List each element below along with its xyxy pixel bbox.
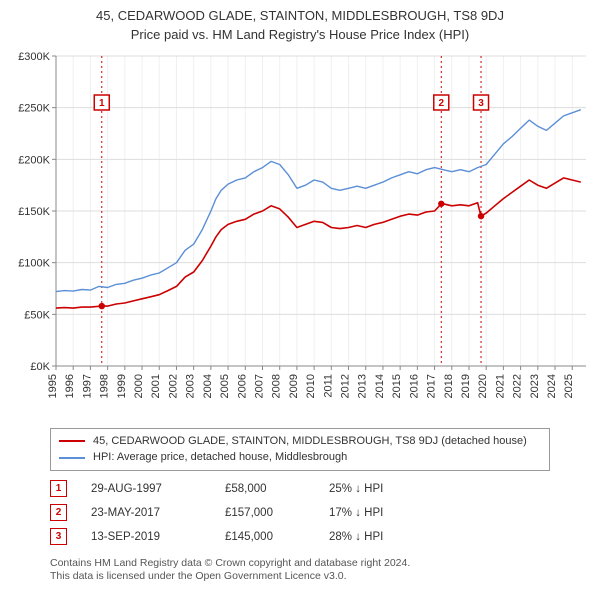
sales-table: 1 29-AUG-1997 £58,000 25% ↓ HPI 2 23-MAY… [50, 477, 590, 549]
legend-label-hpi: HPI: Average price, detached house, Midd… [93, 449, 347, 466]
svg-text:2: 2 [439, 98, 445, 109]
svg-text:2010: 2010 [305, 374, 317, 398]
svg-text:£100K: £100K [18, 257, 50, 269]
sale-marker-3: 3 [50, 528, 67, 545]
svg-text:2024: 2024 [546, 374, 558, 398]
svg-text:1999: 1999 [116, 374, 128, 398]
chart-svg: £0K £50K £100K £150K £200K £250K £300K 1995 1996… [10, 50, 590, 420]
svg-text:£0K: £0K [30, 361, 50, 373]
sale-marker-2: 2 [50, 504, 67, 521]
svg-text:2007: 2007 [253, 374, 265, 398]
svg-text:2023: 2023 [529, 374, 541, 398]
svg-text:1998: 1998 [99, 374, 111, 398]
svg-text:2011: 2011 [322, 374, 334, 398]
svg-text:£150K: £150K [18, 206, 50, 218]
svg-text:2003: 2003 [185, 374, 197, 398]
svg-text:2021: 2021 [494, 374, 506, 398]
sales-row: 2 23-MAY-2017 £157,000 17% ↓ HPI [50, 501, 590, 525]
svg-text:2014: 2014 [374, 374, 386, 398]
footnote: Contains HM Land Registry data © Crown c… [50, 557, 590, 584]
svg-text:2025: 2025 [563, 374, 575, 398]
svg-text:2012: 2012 [340, 374, 352, 398]
legend-box: 45, CEDARWOOD GLADE, STAINTON, MIDDLESBR… [50, 428, 550, 471]
sale-date: 23-MAY-2017 [91, 507, 201, 519]
footnote-line2: This data is licensed under the Open Gov… [50, 570, 590, 584]
svg-text:2017: 2017 [426, 374, 438, 398]
svg-text:2013: 2013 [357, 374, 369, 398]
svg-text:2005: 2005 [219, 374, 231, 398]
svg-text:1996: 1996 [64, 374, 76, 398]
sale-marker-1: 1 [50, 480, 67, 497]
sale-price: £145,000 [225, 531, 305, 543]
legend-row-property: 45, CEDARWOOD GLADE, STAINTON, MIDDLESBR… [59, 433, 541, 450]
svg-text:2022: 2022 [512, 374, 524, 398]
svg-text:2020: 2020 [477, 374, 489, 398]
svg-text:£250K: £250K [18, 102, 50, 114]
svg-text:2001: 2001 [150, 374, 162, 398]
chart-plot-area: £0K £50K £100K £150K £200K £250K £300K 1995 1996… [10, 50, 590, 420]
svg-text:£200K: £200K [18, 154, 50, 166]
legend-label-property: 45, CEDARWOOD GLADE, STAINTON, MIDDLESBR… [93, 433, 527, 450]
sale-price: £58,000 [225, 483, 305, 495]
svg-text:3: 3 [478, 98, 484, 109]
sales-row: 3 13-SEP-2019 £145,000 28% ↓ HPI [50, 525, 590, 549]
svg-text:2009: 2009 [288, 374, 300, 398]
svg-text:£50K: £50K [24, 309, 50, 321]
svg-text:1: 1 [99, 98, 105, 109]
svg-text:2008: 2008 [271, 374, 283, 398]
footnote-line1: Contains HM Land Registry data © Crown c… [50, 557, 590, 571]
svg-text:2002: 2002 [167, 374, 179, 398]
svg-text:1997: 1997 [81, 374, 93, 398]
legend-swatch-property [59, 440, 85, 442]
legend-swatch-hpi [59, 457, 85, 459]
svg-text:2016: 2016 [408, 374, 420, 398]
svg-text:2019: 2019 [460, 374, 472, 398]
svg-text:£300K: £300K [18, 51, 50, 63]
svg-text:1995: 1995 [47, 374, 59, 398]
chart-title-line1: 45, CEDARWOOD GLADE, STAINTON, MIDDLESBR… [10, 8, 590, 25]
chart-title-line2: Price paid vs. HM Land Registry's House … [10, 27, 590, 44]
sales-row: 1 29-AUG-1997 £58,000 25% ↓ HPI [50, 477, 590, 501]
sale-diff: 25% ↓ HPI [329, 483, 449, 495]
sale-price: £157,000 [225, 507, 305, 519]
svg-text:2000: 2000 [133, 374, 145, 398]
sale-date: 29-AUG-1997 [91, 483, 201, 495]
svg-text:2015: 2015 [391, 374, 403, 398]
chart-container: 45, CEDARWOOD GLADE, STAINTON, MIDDLESBR… [0, 0, 600, 590]
svg-text:2004: 2004 [202, 374, 214, 398]
sale-diff: 17% ↓ HPI [329, 507, 449, 519]
legend-row-hpi: HPI: Average price, detached house, Midd… [59, 449, 541, 466]
sale-date: 13-SEP-2019 [91, 531, 201, 543]
sale-diff: 28% ↓ HPI [329, 531, 449, 543]
svg-text:2006: 2006 [236, 374, 248, 398]
svg-text:2018: 2018 [443, 374, 455, 398]
